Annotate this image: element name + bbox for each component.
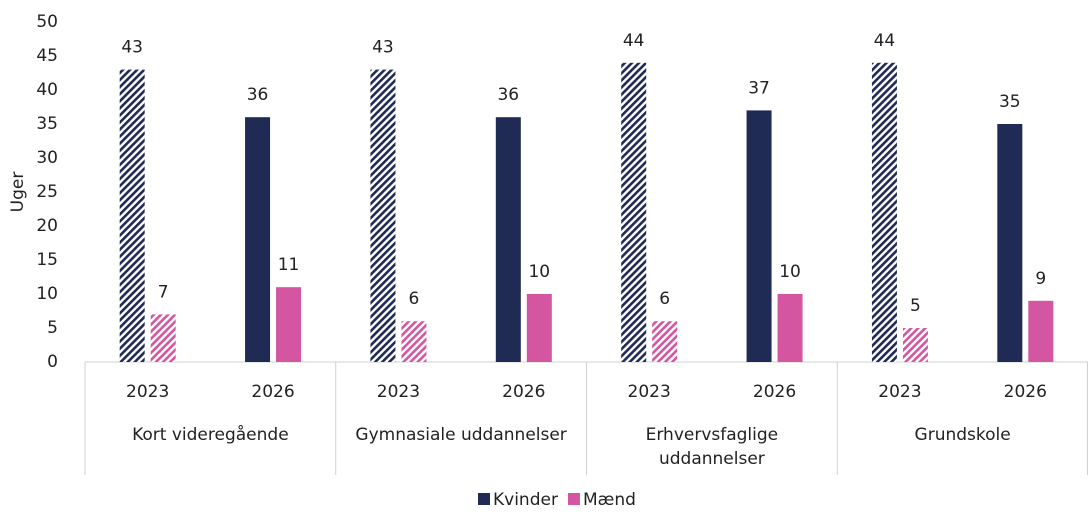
y-tick-label: 25 [36,182,58,202]
bar [871,62,897,363]
data-label: 37 [748,78,770,98]
y-tick-label: 50 [36,12,58,32]
x-tick-label: 2026 [753,382,796,402]
x-tick-label: 2026 [1004,382,1047,402]
group-label: Kort videregående [132,425,289,445]
data-label: 44 [874,31,896,51]
data-label: 7 [158,282,169,302]
data-label: 6 [409,289,420,309]
data-label: 43 [121,38,143,58]
data-label: 44 [623,31,645,51]
bar [652,321,678,362]
group-label: Gymnasiale uddannelser [355,425,567,445]
bar [902,328,928,362]
x-tick-label: 2023 [628,382,671,402]
bar [997,124,1023,362]
bar [495,117,521,362]
y-tick-label: 40 [36,80,58,100]
legend-label: Mænd [583,490,636,510]
data-label: 36 [497,85,519,105]
legend-swatch [478,493,490,505]
data-label: 10 [528,262,550,282]
data-label: 6 [659,289,670,309]
y-tick-label: 10 [36,284,58,304]
x-tick-label: 2026 [502,382,545,402]
y-tick-label: 45 [36,46,58,66]
x-tick-label: 2023 [377,382,420,402]
y-axis-label: Uger [8,172,28,213]
x-tick-label: 2023 [126,382,169,402]
bar [276,287,302,362]
bar [119,69,145,362]
bar [150,314,176,362]
legend-label: Kvinder [493,490,558,510]
bar [526,294,552,362]
bar [401,321,427,362]
data-label: 10 [779,262,801,282]
y-tick-label: 35 [36,114,58,134]
x-tick-label: 2023 [878,382,921,402]
data-label: 36 [247,85,269,105]
bar [370,69,396,362]
group-label: Grundskole [914,425,1011,445]
y-tick-label: 20 [36,216,58,236]
bar [245,117,271,362]
bar [621,62,647,363]
bar [746,110,772,363]
data-label: 11 [278,255,300,275]
group-label: Erhvervsfaglige uddannelser [645,425,779,469]
bar [777,294,803,362]
data-label: 43 [372,38,394,58]
y-tick-label: 5 [47,318,58,338]
y-tick-label: 15 [36,250,58,270]
data-label: 5 [910,296,921,316]
data-label: 35 [999,92,1021,112]
bar [1028,300,1054,362]
legend-swatch [567,493,580,505]
y-tick-label: 30 [36,148,58,168]
y-tick-label: 0 [47,352,58,372]
x-tick-label: 2026 [251,382,294,402]
data-label: 9 [1035,269,1046,289]
